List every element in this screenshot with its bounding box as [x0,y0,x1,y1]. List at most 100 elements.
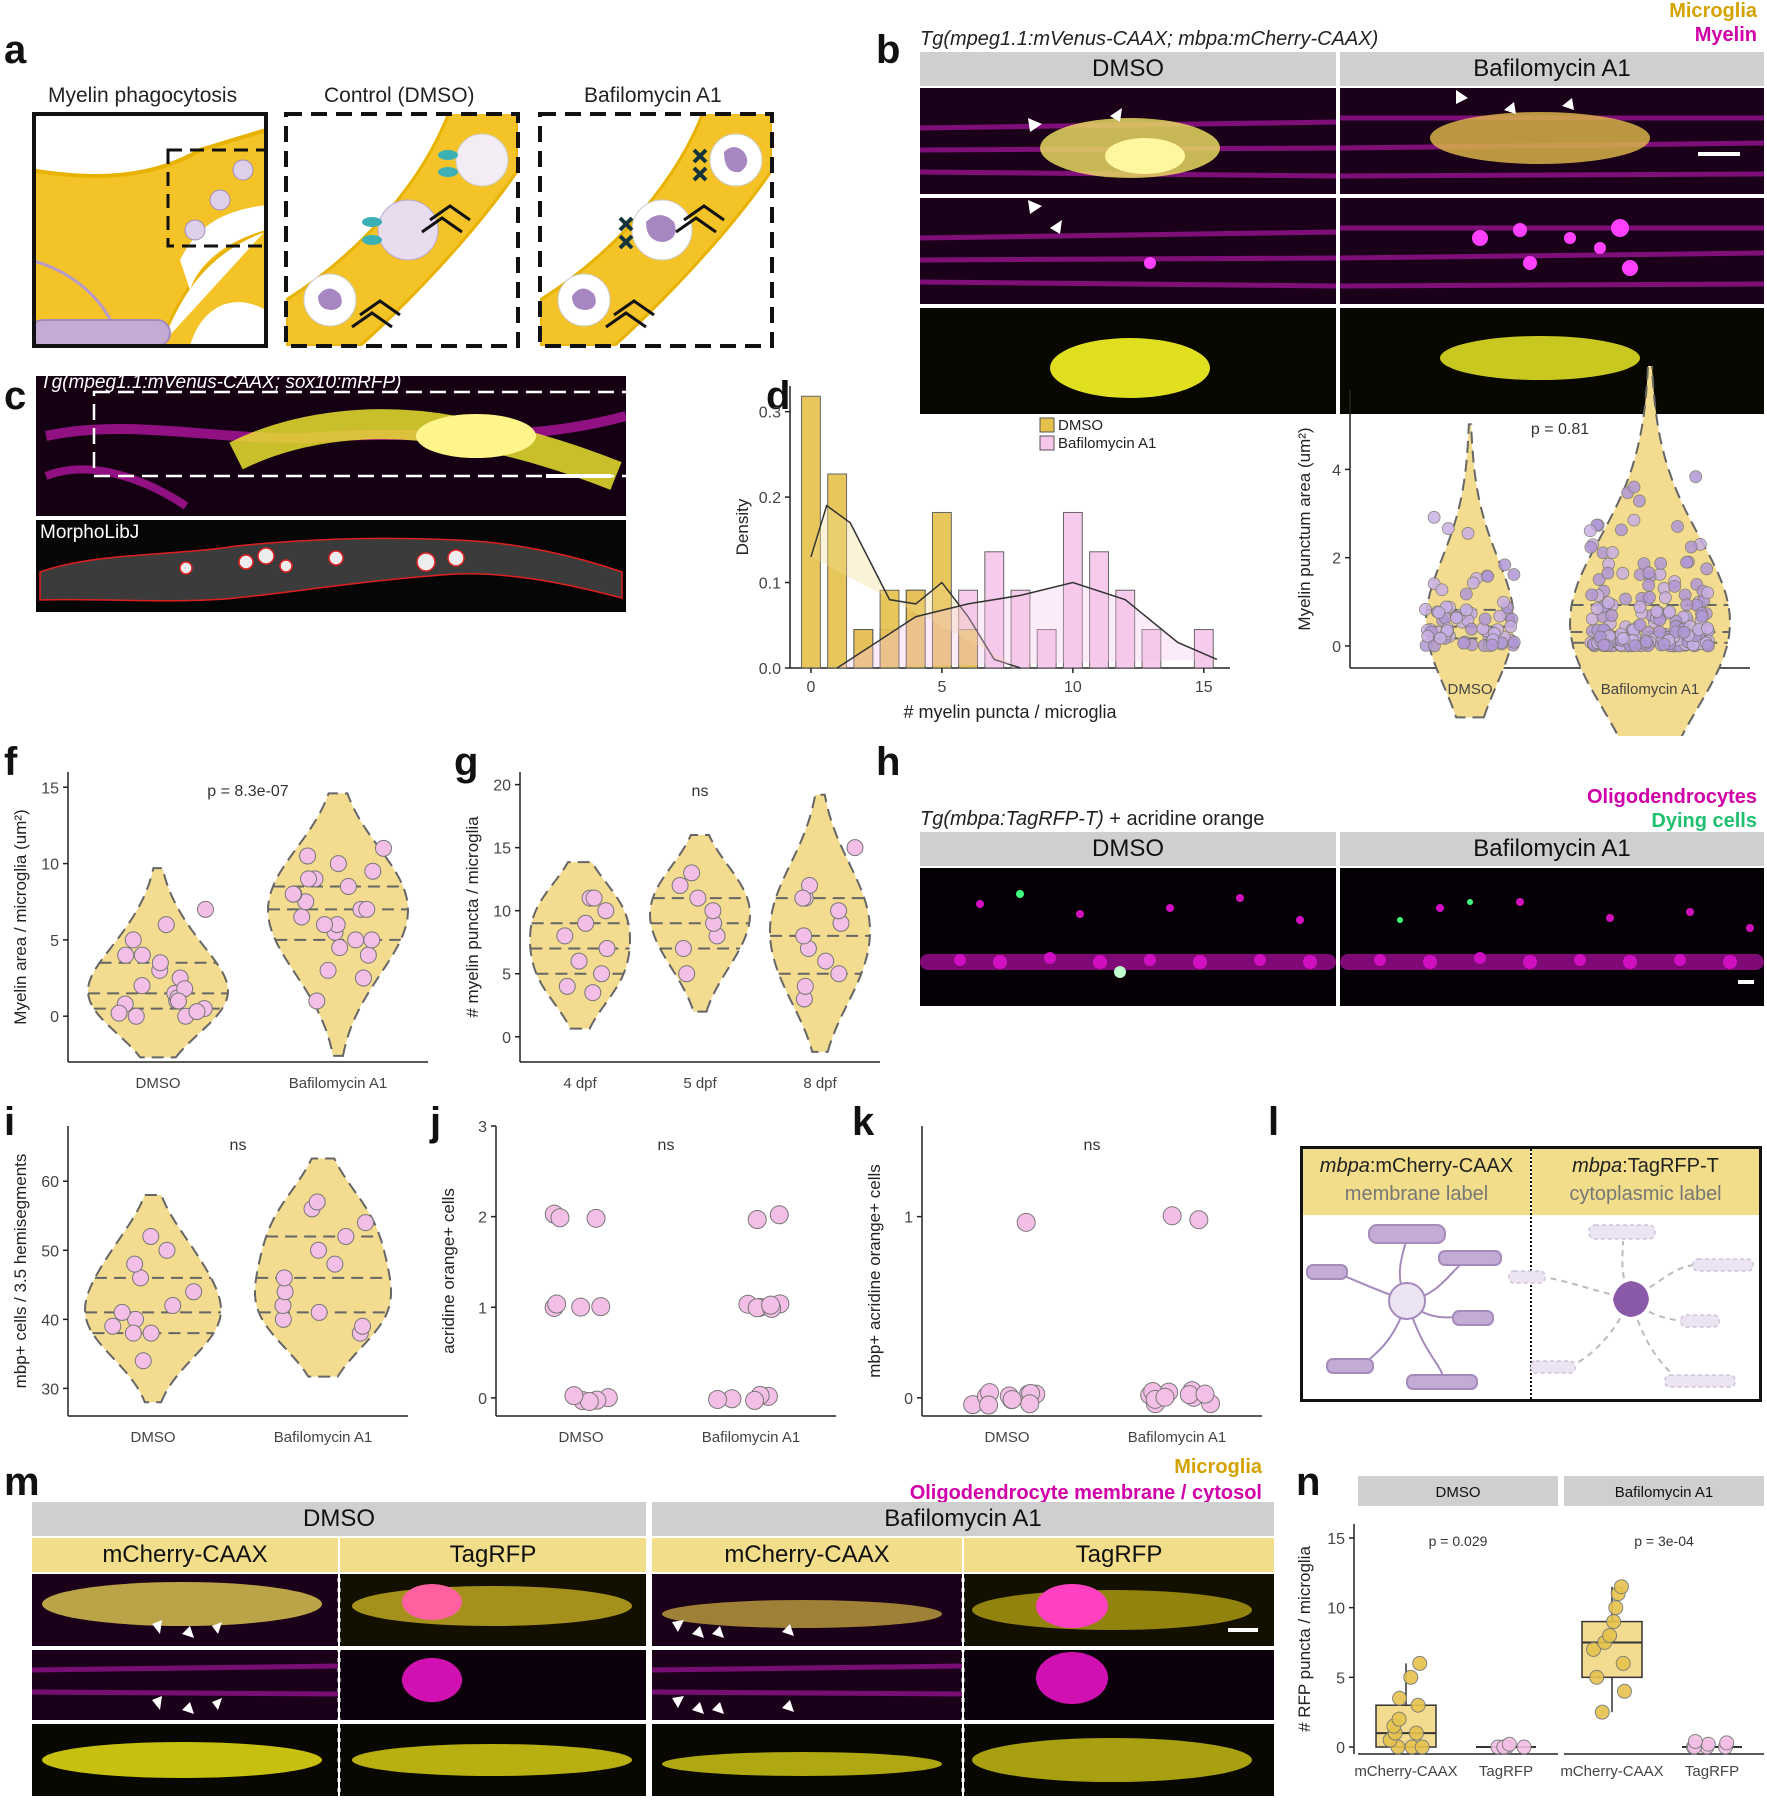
panel-l-left-reporter: :mCherry-CAAX [1369,1155,1514,1177]
f-point [358,900,376,918]
j-x-tick-label: Bafilomycin A1 [702,1429,800,1446]
i-x-tick-label: Bafilomycin A1 [274,1429,372,1446]
d-bar-DMSO [801,395,821,669]
panel-h-strip-dmso: DMSO [920,832,1336,866]
f-point [169,992,187,1010]
panel-h-title: Tg(mbpa:TagRFP-T) + acridine orange [920,808,1264,831]
panel-m-legend-membrane: Oligodendrocyte membrane / cytosol [909,1482,1262,1504]
j-point [761,1295,781,1315]
panel-b-strip-bafilomycin: Bafilomycin A1 [1340,52,1764,86]
i-point [158,1241,176,1259]
g-point [678,965,696,983]
j-y-tick-label: 2 [478,1210,487,1227]
e-point [1433,631,1447,645]
panel-l-left-gene: mbpa [1319,1155,1370,1177]
e-point [1507,568,1521,581]
e-point [1642,578,1656,592]
panel-label-m: m [4,1460,40,1504]
e-x-tick-label: DMSO [1448,681,1493,698]
panel-c-morpholibj: MorphoLibJ [40,522,140,543]
e-point [1633,600,1647,614]
e-point [1465,622,1478,636]
panel-a-title-2: Control (DMSO) [324,84,475,107]
panel-m-strip-bafilomycin: Bafilomycin A1 [652,1502,1274,1536]
e-point [1507,635,1521,649]
n-point [1392,1690,1408,1706]
e-point [1619,592,1632,606]
panel-label-c: c [4,374,27,418]
d-bar-Bafilomycin-A1 [1141,629,1162,669]
panel-b-images [920,88,1764,414]
chart-n: 0 5 10 15 # RFP puncta / microglia DMSO p = 0.… [1295,1476,1764,1780]
panel-b-transgene: Tg(mpeg1.1:mVenus-CAAX; mbpa:mCherry-CAA… [920,28,1379,50]
i-violin [83,1194,223,1404]
f-point [293,908,311,926]
j-point [769,1205,789,1225]
chart-f: 0 5 10 15 Myelin area / microglia (um²) DMSO B… [11,772,428,1092]
e-point [1432,606,1446,619]
e-point [1680,598,1694,612]
f-point [117,946,135,964]
f-point [331,939,349,957]
e-point [1657,637,1671,651]
d-y-tick-label: 0.2 [759,490,781,507]
f-point [133,977,151,995]
e-point [1684,540,1698,554]
e-violin-dmso [1424,423,1516,719]
panel-m-strip-dmso: DMSO [32,1502,646,1536]
panel-h-images [920,868,1764,1006]
e-point [1583,524,1597,538]
panel-label-i: i [4,1100,16,1144]
e-point [1459,587,1473,601]
d-y-label: Density [733,498,752,555]
panel-m-header-dmso-mcherry: mCherry-CAAX [32,1538,338,1572]
i-annotation: ns [230,1137,247,1154]
i-point [310,1303,328,1321]
f-point [315,916,333,934]
g-point [597,902,615,920]
e-point [1421,629,1435,643]
e-point [1663,605,1676,619]
panel-label-f: f [4,740,18,784]
panel-l-right-reporter: :TagRFP-T [1622,1155,1719,1177]
panel-l-right-title: mbpa:TagRFP-T [1532,1155,1759,1178]
f-point [354,969,372,987]
g-point [796,977,814,995]
i-y-label: mbp+ cells / 3.5 hemisegments [11,1154,30,1389]
e-point [1485,638,1499,652]
e-point [1427,510,1441,524]
e-point [1606,546,1619,559]
d-y-tick-label: 0.0 [759,661,781,678]
f-annotation: p = 8.3e-07 [207,783,289,800]
d-x-tick-label: 5 [937,679,946,696]
f-y-tick-label: 15 [41,780,59,797]
n-point [1414,1739,1430,1755]
g-y-tick-label: 20 [493,778,511,795]
e-y-label: Myelin punctum area (um²) [1295,427,1314,630]
panel-label-d: d [766,374,791,418]
d-y-tick-label: 0.3 [759,405,781,422]
g-annotation: ns [692,783,709,800]
e-point [1605,609,1619,622]
e-point [1701,586,1715,600]
g-point [671,876,689,894]
n-y-tick-label: 5 [1336,1670,1345,1687]
e-point [1478,612,1492,626]
f-x-tick-label: DMSO [136,1075,181,1092]
panel-label-k: k [852,1100,875,1144]
panel-b-legend-microglia: Microglia [1669,0,1757,22]
e-point [1627,513,1641,527]
panel-l-diagram [1306,1224,1754,1390]
n-y-tick-label: 10 [1327,1601,1345,1618]
k-point [1162,1206,1182,1226]
j-annotation: ns [658,1137,675,1154]
e-point [1584,540,1598,554]
k-point [1016,1212,1036,1232]
k-point [1195,1384,1215,1404]
j-point [747,1210,767,1230]
e-point [1616,632,1630,645]
n-point [1615,1655,1631,1671]
n-point [1408,1725,1424,1741]
panel-h-legend-oligodendrocytes: Oligodendrocytes [1586,786,1757,808]
f-point [359,946,377,964]
